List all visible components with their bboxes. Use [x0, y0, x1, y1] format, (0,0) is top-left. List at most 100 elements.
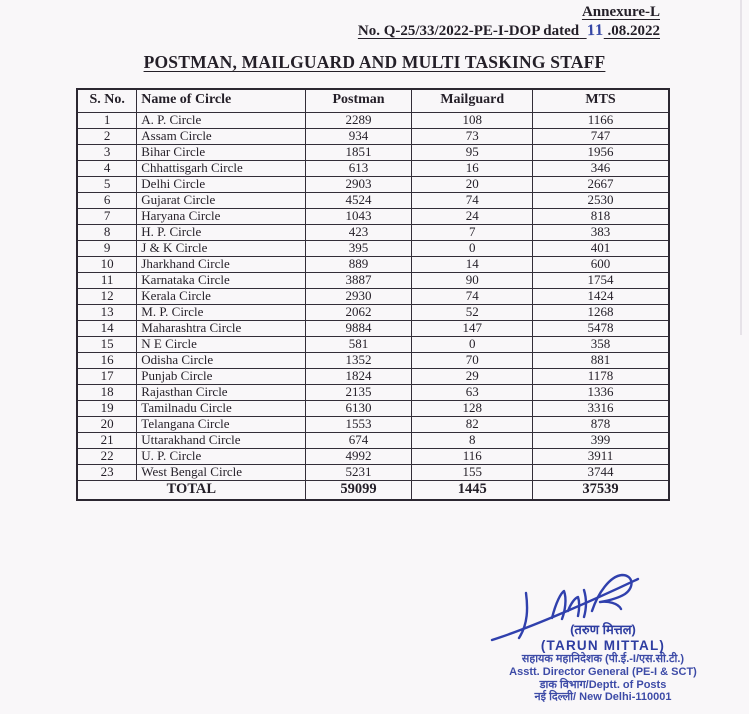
cell-serial: 23: [76, 463, 138, 481]
cell-circle-name: Tamilnadu Circle: [136, 399, 306, 417]
cell-mts: 1754: [532, 271, 670, 289]
cell-serial: 15: [76, 335, 138, 353]
cell-circle-name: Gujarat Circle: [136, 191, 306, 209]
signature-handwriting: [490, 573, 640, 642]
cell-postman: 2135: [304, 383, 413, 401]
table-body: 1 A. P. Circle 2289 108 1166 2 Assam Circle 934…: [76, 111, 670, 481]
total-postman: 59099: [304, 479, 413, 501]
cell-mailguard: 74: [411, 191, 534, 209]
cell-mailguard: 14: [411, 255, 534, 273]
column-header-serial: S. No.: [76, 88, 138, 113]
cell-circle-name: Assam Circle: [136, 127, 306, 145]
cell-mailguard: 116: [411, 447, 534, 465]
total-mailguard: 1445: [411, 479, 534, 501]
cell-mailguard: 155: [411, 463, 534, 481]
cell-mailguard: 29: [411, 367, 534, 385]
stamp-name-hindi: (तरुण मित्तल): [570, 622, 636, 637]
page-title: POSTMAN, MAILGUARD AND MULTI TASKING STA…: [143, 52, 606, 72]
cell-mailguard: 74: [411, 287, 534, 305]
table-row: 21 Uttarakhand Circle 674 8 399: [76, 431, 670, 449]
cell-mts: 3744: [532, 463, 670, 481]
table-row: 19 Tamilnadu Circle 6130 128 3316: [76, 399, 670, 417]
cell-serial: 2: [76, 127, 138, 145]
table-row: 8 H. P. Circle 423 7 383: [76, 223, 670, 241]
cell-mts: 1268: [532, 303, 670, 321]
cell-postman: 889: [304, 255, 413, 273]
column-header-mailguard: Mailguard: [411, 88, 534, 113]
cell-mts: 346: [532, 159, 670, 177]
cell-mts: 2530: [532, 191, 670, 209]
cell-postman: 2289: [304, 111, 413, 129]
cell-mailguard: 70: [411, 351, 534, 369]
cell-serial: 1: [76, 111, 138, 129]
cell-postman: 2930: [304, 287, 413, 305]
cell-postman: 4992: [304, 447, 413, 465]
table-row: 10 Jharkhand Circle 889 14 600: [76, 255, 670, 273]
cell-postman: 934: [304, 127, 413, 145]
cell-circle-name: Jharkhand Circle: [136, 255, 306, 273]
cell-serial: 12: [76, 287, 138, 305]
stamp-name-english: (TARUN MITTAL): [540, 637, 666, 653]
cell-serial: 7: [76, 207, 138, 225]
cell-mailguard: 24: [411, 207, 534, 225]
cell-mts: 5478: [532, 319, 670, 337]
table-row: 22 U. P. Circle 4992 116 3911: [76, 447, 670, 465]
cell-mts: 1166: [532, 111, 670, 129]
cell-circle-name: J & K Circle: [136, 239, 306, 257]
cell-serial: 4: [76, 159, 138, 177]
cell-serial: 21: [76, 431, 138, 449]
cell-mailguard: 128: [411, 399, 534, 417]
cell-serial: 9: [76, 239, 138, 257]
table-row: 23 West Bengal Circle 5231 155 3744: [76, 463, 670, 481]
table-row: 2 Assam Circle 934 73 747: [76, 127, 670, 145]
table-row: 17 Punjab Circle 1824 29 1178: [76, 367, 670, 385]
table-row: 20 Telangana Circle 1553 82 878: [76, 415, 670, 433]
cell-circle-name: Karnataka Circle: [136, 271, 306, 289]
cell-circle-name: Telangana Circle: [136, 415, 306, 433]
total-mts: 37539: [532, 479, 670, 501]
cell-mailguard: 147: [411, 319, 534, 337]
cell-mts: 3316: [532, 399, 670, 417]
header-row: S. No. Name of Circle Postman Mailguard …: [76, 88, 670, 113]
total-label: TOTAL: [76, 479, 306, 501]
cell-serial: 18: [76, 383, 138, 401]
table-row: 16 Odisha Circle 1352 70 881: [76, 351, 670, 369]
stamp-address: नई दिल्ली/ New Delhi-110001: [534, 691, 672, 704]
table-row: 3 Bihar Circle 1851 95 1956: [76, 143, 670, 161]
cell-circle-name: Delhi Circle: [136, 175, 306, 193]
cell-mts: 881: [532, 351, 670, 369]
cell-mts: 399: [532, 431, 670, 449]
cell-circle-name: M. P. Circle: [136, 303, 306, 321]
cell-postman: 1043: [304, 207, 413, 225]
cell-serial: 6: [76, 191, 138, 209]
cell-mts: 2667: [532, 175, 670, 193]
table-footer: TOTAL 59099 1445 37539: [76, 479, 670, 501]
cell-postman: 1851: [304, 143, 413, 161]
official-stamp: (तरुण मित्तल) (TARUN MITTAL) सहायक महानि…: [468, 622, 738, 704]
cell-postman: 1553: [304, 415, 413, 433]
table-row: 7 Haryana Circle 1043 24 818: [76, 207, 670, 225]
table-row: 14 Maharashtra Circle 9884 147 5478: [76, 319, 670, 337]
table-row: 5 Delhi Circle 2903 20 2667: [76, 175, 670, 193]
handwritten-date-day: 11: [586, 21, 605, 40]
cell-circle-name: N E Circle: [136, 335, 306, 353]
table-row: 11 Karnataka Circle 3887 90 1754: [76, 271, 670, 289]
cell-serial: 16: [76, 351, 138, 369]
cell-mailguard: 16: [411, 159, 534, 177]
cell-postman: 613: [304, 159, 413, 177]
cell-circle-name: Kerala Circle: [136, 287, 306, 305]
cell-circle-name: H. P. Circle: [136, 223, 306, 241]
date-suffix: .08.2022: [607, 23, 661, 39]
table-row: 13 M. P. Circle 2062 52 1268: [76, 303, 670, 321]
cell-mailguard: 8: [411, 431, 534, 449]
cell-mts: 401: [532, 239, 670, 257]
cell-serial: 22: [76, 447, 138, 465]
annexure-label: Annexure-L: [581, 4, 660, 20]
cell-circle-name: Punjab Circle: [136, 367, 306, 385]
cell-circle-name: West Bengal Circle: [136, 463, 306, 481]
cell-circle-name: Haryana Circle: [136, 207, 306, 225]
table-row: 15 N E Circle 581 0 358: [76, 335, 670, 353]
table-header: S. No. Name of Circle Postman Mailguard …: [76, 88, 670, 113]
cell-mts: 1424: [532, 287, 670, 305]
